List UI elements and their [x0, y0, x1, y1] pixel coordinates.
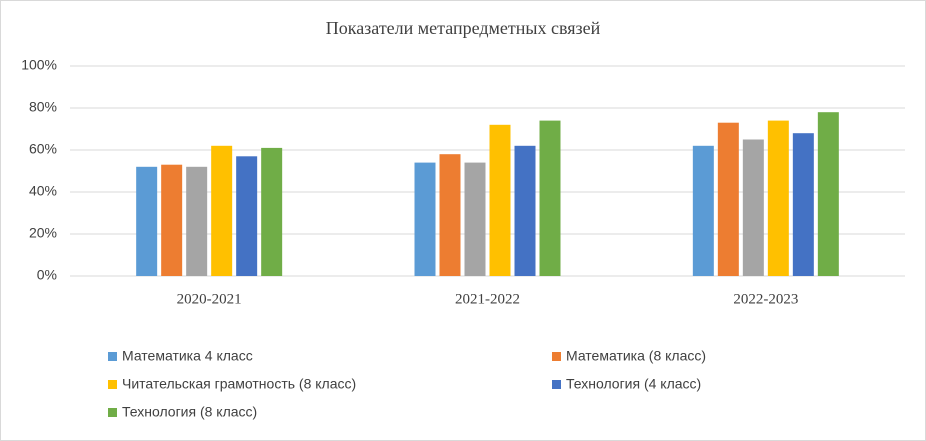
bar	[236, 156, 258, 276]
bar	[464, 162, 486, 276]
legend-swatch	[552, 352, 561, 361]
bar	[186, 166, 208, 276]
bar	[439, 154, 461, 276]
y-tick-label: 0%	[37, 267, 57, 283]
chart-title: Показатели метапредметных связей	[326, 18, 601, 38]
bar	[817, 112, 839, 276]
bar	[792, 133, 814, 276]
legend-swatch	[108, 352, 117, 361]
bar	[692, 145, 714, 276]
y-tick-label: 100%	[21, 57, 57, 73]
bar	[767, 120, 789, 276]
x-tick-label: 2021-2022	[455, 291, 520, 307]
y-tick-label: 60%	[29, 141, 57, 157]
legend-swatch	[552, 380, 561, 389]
y-tick-label: 40%	[29, 183, 57, 199]
legend-label: Математика 4 класс	[122, 348, 253, 364]
bar	[136, 166, 158, 276]
bar	[742, 139, 764, 276]
x-tick-label: 2020-2021	[177, 291, 242, 307]
legend-swatch	[108, 380, 117, 389]
legend-label: Читательская грамотность (8 класс)	[122, 376, 356, 392]
bar	[717, 122, 739, 276]
x-tick-label: 2022-2023	[733, 291, 798, 307]
legend-label: Технология (4 класс)	[566, 376, 701, 392]
legend-label: Математика (8 класс)	[566, 348, 706, 364]
bar	[261, 147, 283, 276]
bar	[414, 162, 436, 276]
legend-swatch	[108, 408, 117, 417]
y-tick-label: 80%	[29, 99, 57, 115]
bar	[514, 145, 536, 276]
bar	[489, 124, 511, 276]
bar	[161, 164, 183, 276]
bar	[539, 120, 561, 276]
y-tick-label: 20%	[29, 225, 57, 241]
legend-label: Технология (8 класс)	[122, 404, 257, 420]
bar	[211, 145, 233, 276]
